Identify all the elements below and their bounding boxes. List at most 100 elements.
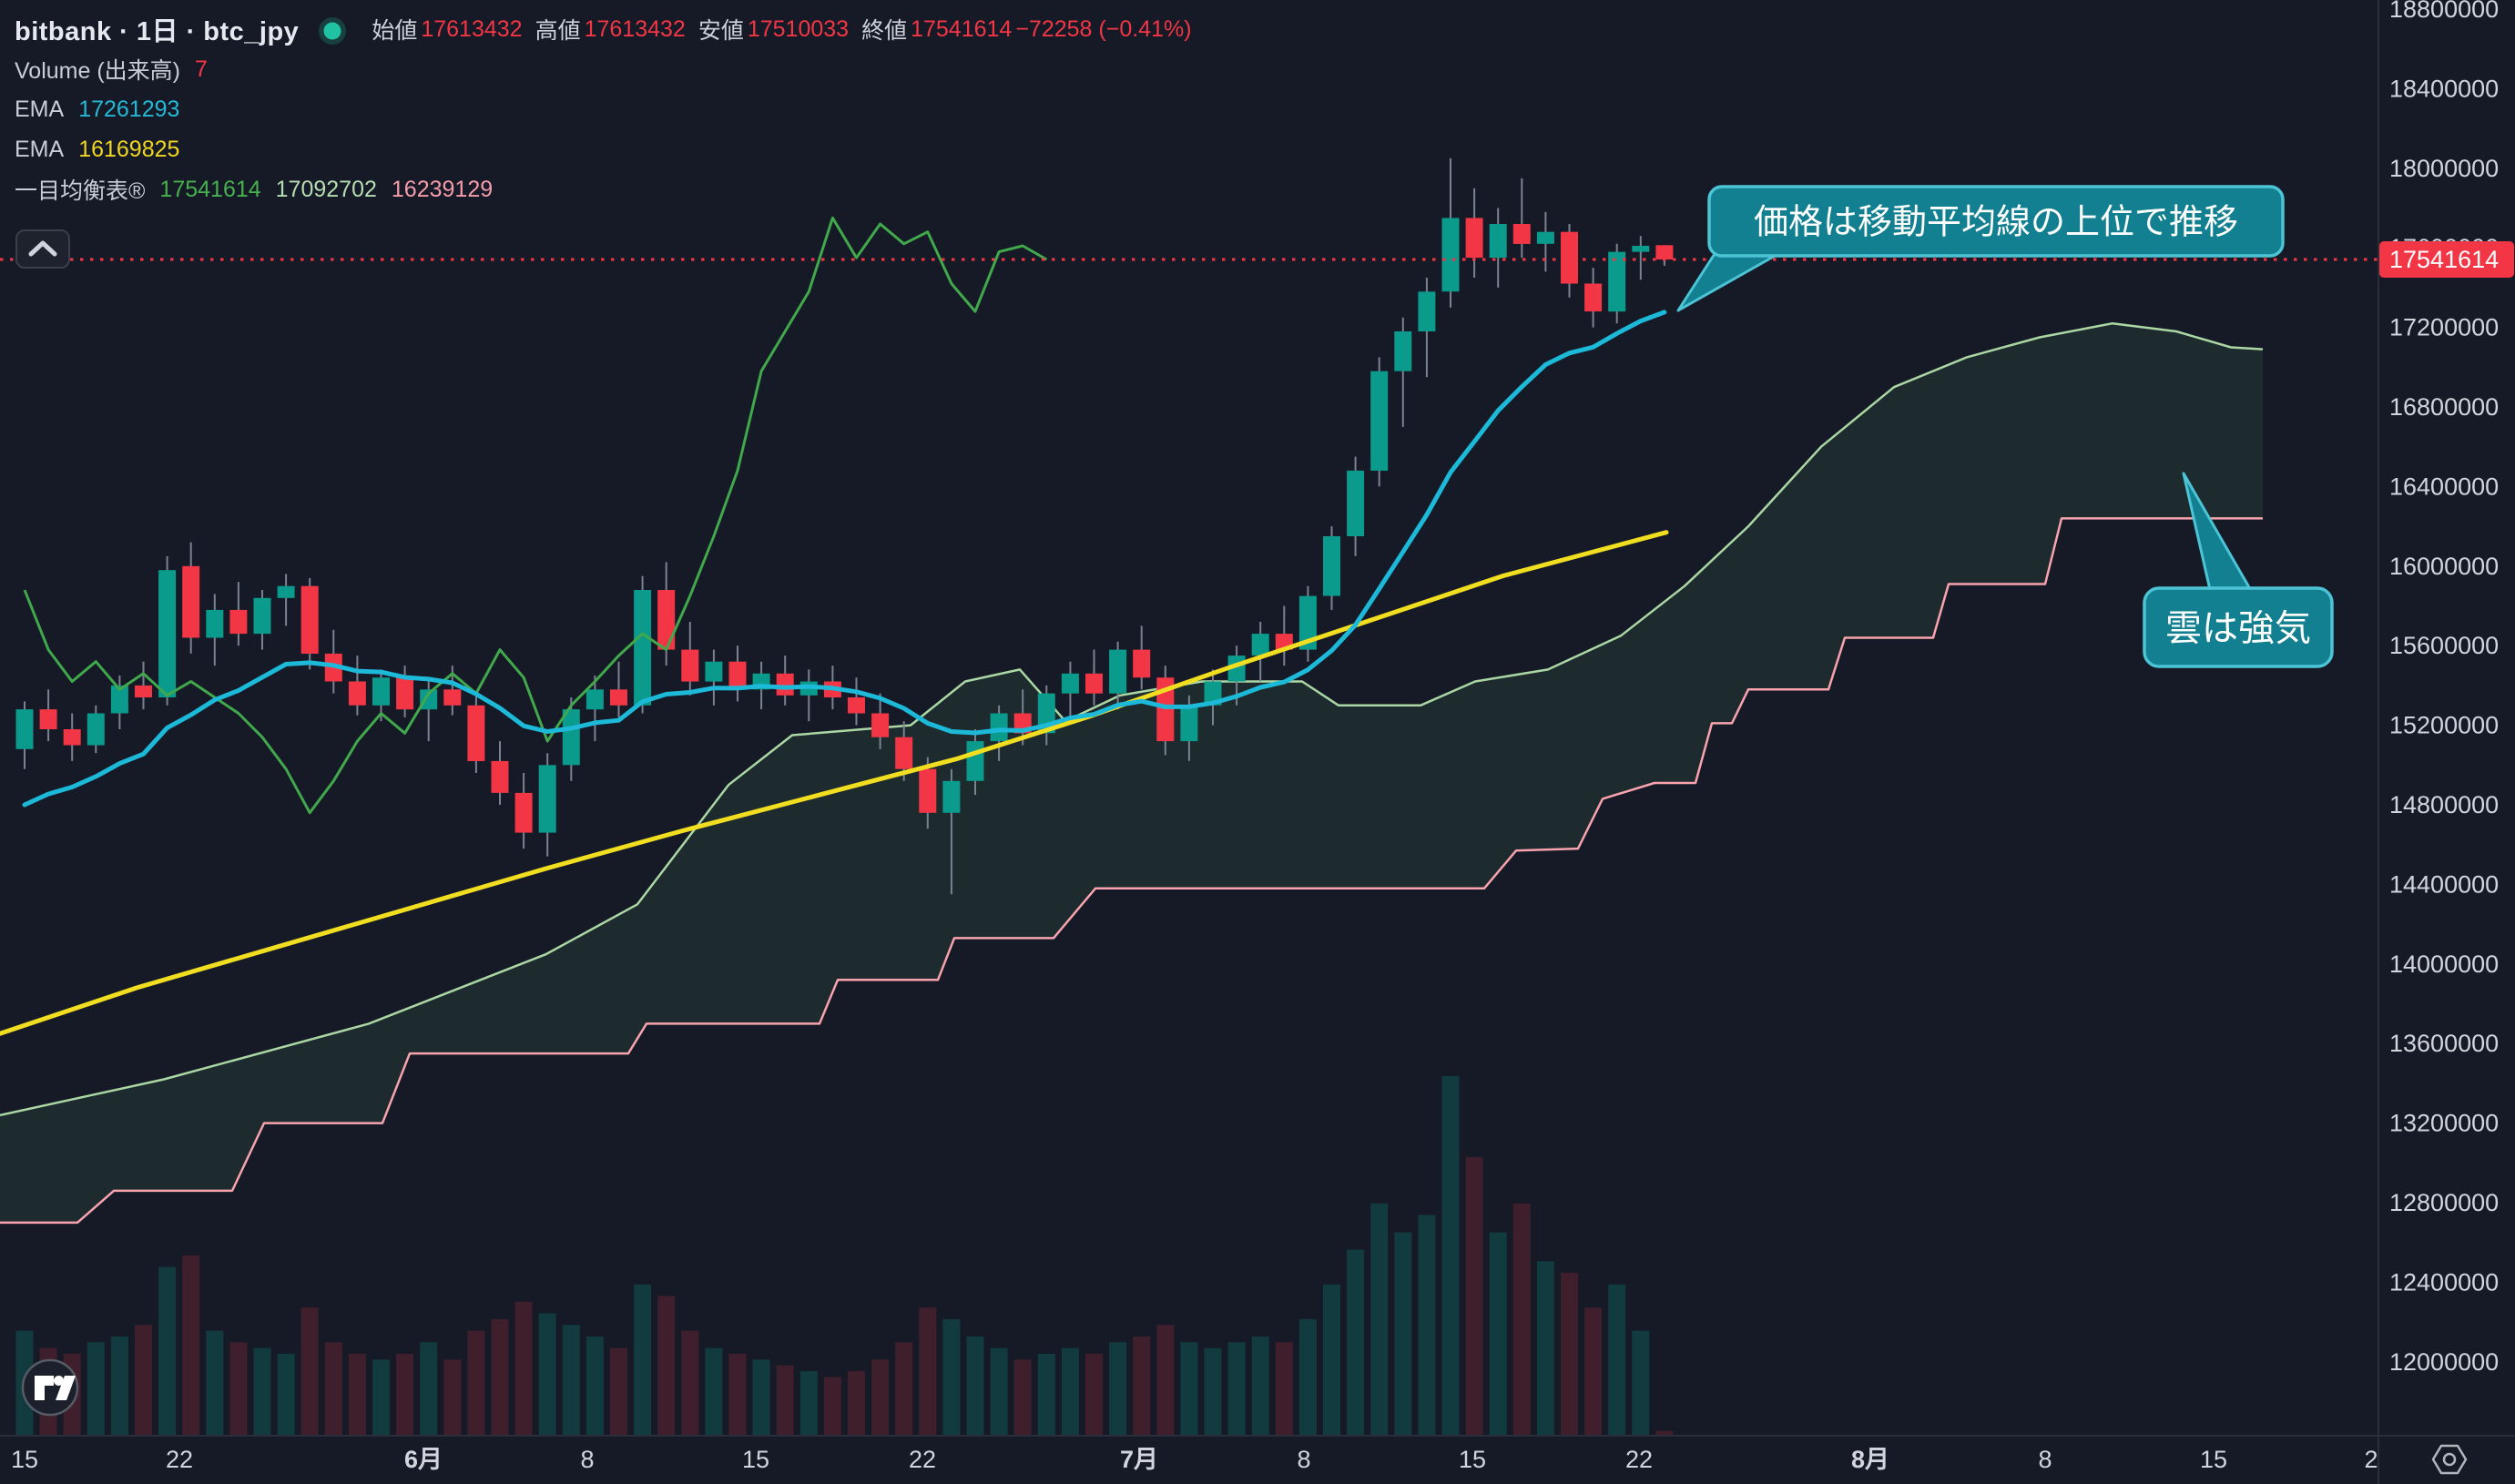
indicator-row[interactable]: Volume (出来高) 7: [15, 49, 1192, 89]
candle-body: [1180, 705, 1198, 742]
time-tick-label: 22: [909, 1446, 936, 1473]
open-label: 始値: [372, 18, 418, 44]
time-axis[interactable]: 15 22 6月 8 15 22 7月 8 15 22 8月 8 15 2: [11, 1446, 2378, 1473]
volume-bar: [87, 1342, 105, 1435]
volume-bar: [277, 1354, 295, 1435]
chart-legend: bitbank · 1日 · btc_jpy 始値 17613432 高値 17…: [15, 9, 1192, 209]
volume-bar: [135, 1325, 152, 1435]
indicator-name: EMA: [15, 96, 65, 122]
candle-body: [681, 649, 699, 682]
volume-bar: [300, 1307, 319, 1435]
close-value: 17541614: [911, 15, 1013, 42]
volume-bar: [634, 1284, 652, 1435]
time-tick-label: 22: [166, 1446, 193, 1473]
volume-bar: [1465, 1157, 1483, 1435]
volume-bar: [182, 1255, 200, 1435]
indicator-row[interactable]: EMA 17261293: [15, 89, 1192, 129]
price-tick-label: 17200000: [2389, 314, 2499, 341]
axis-settings-gear-icon[interactable]: [2431, 1444, 2468, 1475]
candle-body: [1061, 673, 1079, 694]
volume-bar: [1251, 1337, 1269, 1435]
volume-bar: [1441, 1076, 1460, 1435]
indicator-value: 7: [194, 56, 208, 82]
candle-body: [1489, 224, 1507, 259]
volume-bar: [823, 1377, 841, 1435]
volume-bar: [1370, 1203, 1389, 1435]
candle-body: [634, 590, 652, 706]
indicator-value: 16169825: [78, 136, 180, 162]
volume-bar: [1085, 1354, 1103, 1435]
candle-body: [895, 737, 913, 769]
volume-bar: [372, 1359, 390, 1435]
time-tick-label: 22: [1625, 1446, 1653, 1473]
candle-body: [1347, 470, 1365, 536]
volume-bar: [1632, 1330, 1650, 1435]
legend-collapse-button[interactable]: [15, 229, 70, 269]
time-tick-label: 15: [742, 1446, 769, 1473]
volume-bar: [253, 1347, 271, 1435]
candle-body: [776, 673, 794, 696]
price-tick-label: 15200000: [2389, 712, 2499, 739]
candle-body: [443, 689, 462, 706]
volume-bar: [799, 1371, 818, 1435]
price-tick-label: 12800000: [2389, 1189, 2499, 1216]
candle-body: [1632, 246, 1650, 252]
candle-body: [942, 780, 961, 813]
indicator-name: 一目均衡表®: [15, 178, 146, 204]
candle-body: [1251, 634, 1269, 656]
candle-body: [63, 729, 81, 746]
volume-bar: [1275, 1342, 1293, 1435]
volume-bar: [1133, 1337, 1151, 1435]
volume-bar: [206, 1330, 224, 1435]
volume-bar: [491, 1318, 509, 1435]
volume-bar: [1489, 1232, 1507, 1435]
volume-bar: [752, 1359, 770, 1435]
indicator-row[interactable]: EMA 16169825: [15, 129, 1192, 169]
volume-bar: [705, 1347, 723, 1435]
candle-body: [1085, 673, 1103, 694]
volume-bar: [324, 1342, 342, 1435]
candle-body: [1394, 331, 1412, 371]
volume-bar: [1418, 1215, 1436, 1435]
candle-body: [1418, 291, 1436, 331]
ohlc-readout: 始値 17613432 高値 17613432 安値 17510033 終値 1…: [362, 13, 1191, 46]
price-tick-label: 14800000: [2389, 791, 2499, 818]
ema-slow-line[interactable]: [0, 530, 1669, 1036]
volume-bar: [1227, 1342, 1246, 1435]
volume-bar: [990, 1347, 1008, 1435]
candle-body: [1512, 224, 1531, 244]
symbol-title[interactable]: bitbank · 1日 · btc_jpy: [15, 17, 300, 46]
volume-bar: [848, 1371, 865, 1435]
callout-annotation[interactable]: 価格は移動平均線の上位で推移: [1676, 185, 2285, 312]
volume-bar: [1061, 1347, 1079, 1435]
callout-annotation[interactable]: 雲は強気: [2143, 472, 2334, 668]
candle-body: [277, 585, 295, 598]
candle-body: [396, 677, 414, 710]
candle-body: [1465, 218, 1483, 259]
time-tick-label: 8月: [1851, 1446, 1889, 1473]
price-axis[interactable]: 1880000018400000180000001760000017200000…: [2389, 0, 2499, 1376]
price-tick-label: 18800000: [2389, 0, 2499, 23]
tradingview-logo[interactable]: [21, 1358, 79, 1417]
price-tick-label: 12000000: [2389, 1348, 2499, 1376]
volume-bar: [538, 1313, 556, 1435]
candle-body: [728, 661, 747, 690]
volume-bars: [15, 1076, 1674, 1435]
time-tick-label: 2: [2364, 1446, 2378, 1473]
candle-body: [1370, 371, 1389, 471]
volume-bar: [1013, 1359, 1032, 1435]
time-tick-label: 15: [11, 1446, 38, 1473]
volume-bar: [919, 1307, 937, 1435]
ema-fast-line[interactable]: [22, 310, 1667, 808]
candle-body: [467, 705, 485, 761]
volume-bar: [728, 1354, 747, 1435]
current-price-tag: 17541614: [2379, 241, 2514, 278]
volume-bar: [443, 1359, 462, 1435]
symbol-header-row[interactable]: bitbank · 1日 · btc_jpy 始値 17613432 高値 17…: [15, 9, 1192, 49]
time-tick-label: 6月: [404, 1446, 443, 1473]
volume-bar: [1156, 1325, 1175, 1435]
price-tick-label: 16800000: [2389, 393, 2499, 421]
indicator-row[interactable]: 一目均衡表® 17541614 17092702 16239129: [15, 169, 1192, 209]
time-tick-label: 7月: [1120, 1446, 1158, 1473]
